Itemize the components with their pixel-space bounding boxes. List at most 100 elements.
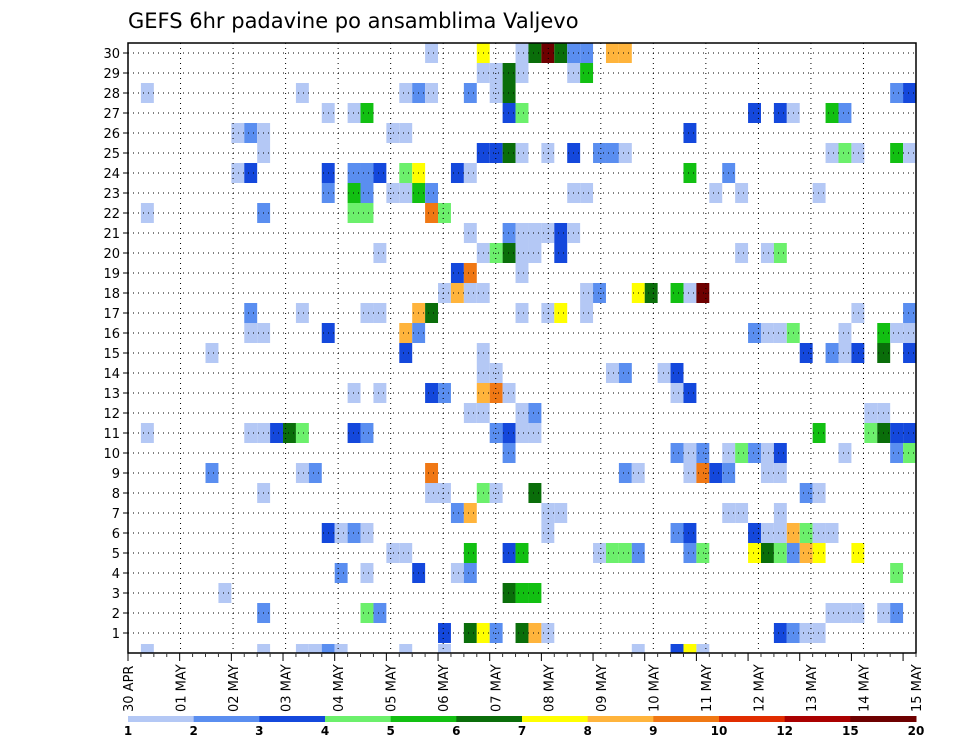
heatmap-cell bbox=[373, 163, 387, 183]
heatmap-cell bbox=[580, 43, 594, 63]
heatmap-cell bbox=[593, 543, 606, 563]
heatmap-cell bbox=[347, 203, 361, 223]
legend-label: 9 bbox=[649, 724, 657, 738]
heatmap-cell bbox=[515, 403, 529, 423]
heatmap-cell bbox=[554, 43, 568, 63]
heatmap-cell bbox=[683, 443, 697, 463]
heatmap-cell bbox=[386, 183, 400, 203]
heatmap-cell bbox=[334, 644, 348, 653]
heatmap-cell bbox=[386, 123, 400, 143]
heatmap-cell bbox=[760, 443, 774, 463]
heatmap-cell bbox=[360, 203, 374, 223]
heatmap-cell bbox=[670, 644, 684, 653]
heatmap-cell bbox=[502, 223, 516, 243]
heatmap-cell bbox=[851, 543, 865, 563]
heatmap-cell bbox=[360, 163, 374, 183]
heatmap-cell bbox=[425, 203, 439, 223]
heatmap-cell bbox=[851, 303, 865, 323]
heatmap-cell bbox=[425, 383, 439, 403]
heatmap-cell bbox=[760, 523, 774, 543]
heatmap-cell bbox=[864, 403, 878, 423]
heatmap-cell bbox=[399, 323, 413, 343]
heatmap-cell bbox=[528, 623, 542, 643]
heatmap-cell bbox=[657, 363, 671, 383]
heatmap-cell bbox=[347, 163, 361, 183]
heatmap-cell bbox=[399, 543, 413, 563]
heatmap-cell bbox=[231, 163, 245, 183]
heatmap-cell bbox=[618, 143, 632, 163]
legend-label: 6 bbox=[452, 724, 460, 738]
heatmap-cell bbox=[295, 463, 309, 483]
heatmap-cell bbox=[334, 523, 348, 543]
heatmap-cell bbox=[903, 343, 916, 363]
heatmap-cell bbox=[399, 83, 413, 103]
heatmap-cell bbox=[890, 443, 904, 463]
heatmap-cell bbox=[903, 443, 916, 463]
heatmap-cell bbox=[580, 303, 594, 323]
heatmap-cell bbox=[825, 103, 839, 123]
heatmap-cell bbox=[773, 503, 787, 523]
heatmap-cell bbox=[825, 343, 839, 363]
heatmap-cell bbox=[502, 583, 516, 603]
heatmap-cell bbox=[399, 123, 413, 143]
heatmap-cell bbox=[825, 143, 839, 163]
heatmap-cell bbox=[360, 303, 374, 323]
legend-swatch bbox=[850, 716, 917, 722]
heatmap-cell bbox=[283, 423, 296, 443]
heatmap-cell bbox=[231, 123, 245, 143]
heatmap-cell bbox=[709, 183, 723, 203]
y-tick-label: 9 bbox=[112, 467, 120, 482]
heatmap-cell bbox=[670, 283, 684, 303]
heatmap-cell bbox=[851, 603, 865, 623]
heatmap-cell bbox=[502, 63, 516, 83]
heatmap-cell bbox=[360, 423, 374, 443]
heatmap-cell bbox=[683, 383, 697, 403]
y-tick-label: 12 bbox=[103, 407, 120, 422]
heatmap-cell bbox=[515, 543, 529, 563]
y-tick-label: 18 bbox=[103, 287, 120, 302]
heatmap-cell bbox=[140, 423, 154, 443]
y-tick-label: 15 bbox=[103, 347, 120, 362]
legend-swatch bbox=[193, 716, 260, 722]
heatmap-cell bbox=[360, 103, 374, 123]
y-tick-label: 16 bbox=[103, 327, 120, 342]
heatmap-cell bbox=[683, 163, 697, 183]
heatmap-cell bbox=[399, 343, 413, 363]
heatmap-cell bbox=[799, 523, 813, 543]
y-tick-label: 13 bbox=[103, 387, 120, 402]
heatmap-cell bbox=[683, 644, 697, 653]
x-tick-label: 13 MAY bbox=[805, 664, 820, 712]
heatmap-cell bbox=[347, 423, 361, 443]
heatmap-cell bbox=[360, 603, 374, 623]
heatmap-cell bbox=[735, 503, 749, 523]
heatmap-cell bbox=[890, 323, 904, 343]
heatmap-cell bbox=[244, 163, 258, 183]
heatmap-cell bbox=[425, 183, 439, 203]
legend-label: 15 bbox=[842, 724, 859, 738]
y-tick-label: 19 bbox=[103, 267, 120, 282]
x-tick-label: 03 MAY bbox=[280, 664, 295, 712]
heatmap-cell bbox=[463, 623, 477, 643]
y-tick-label: 5 bbox=[112, 547, 120, 562]
heatmap-cell bbox=[295, 644, 309, 653]
heatmap-cell bbox=[438, 203, 451, 223]
y-tick-label: 29 bbox=[103, 67, 120, 82]
x-tick-label: 14 MAY bbox=[857, 664, 872, 712]
heatmap-cell bbox=[605, 143, 619, 163]
heatmap-cell bbox=[773, 623, 787, 643]
heatmap-cell bbox=[463, 83, 477, 103]
heatmap-cells bbox=[140, 43, 916, 653]
heatmap-cell bbox=[851, 343, 865, 363]
heatmap-cell bbox=[773, 103, 787, 123]
heatmap-cell bbox=[450, 503, 464, 523]
heatmap-cell bbox=[838, 343, 852, 363]
heatmap-cell bbox=[244, 423, 258, 443]
x-tick-label: 05 MAY bbox=[385, 664, 400, 712]
heatmap-cell bbox=[890, 423, 904, 443]
heatmap-cell bbox=[360, 563, 374, 583]
heatmap-cell bbox=[670, 443, 684, 463]
heatmap-cell bbox=[347, 183, 361, 203]
heatmap-cell bbox=[463, 263, 477, 283]
heatmap-cell bbox=[528, 423, 542, 443]
